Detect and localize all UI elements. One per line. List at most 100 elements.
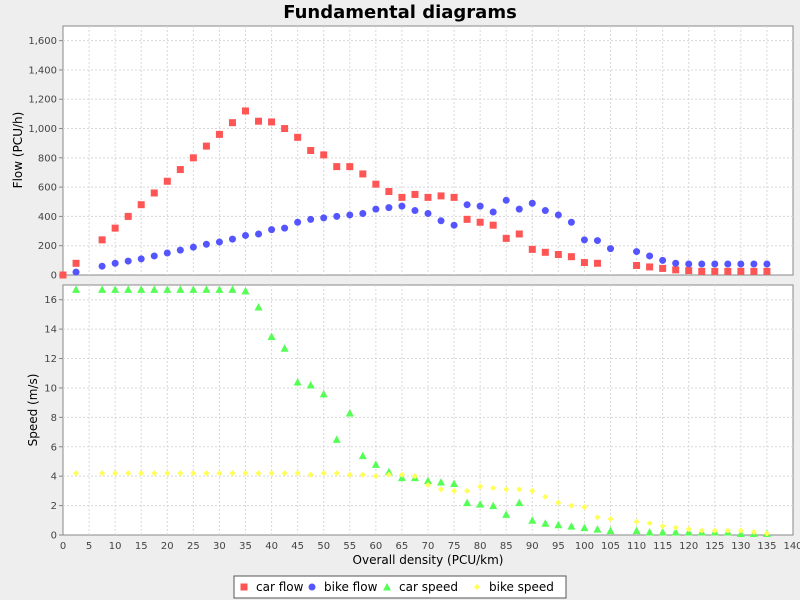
bike-speed-point (451, 487, 458, 494)
flow-data-points (59, 107, 771, 279)
bike-speed-point (242, 470, 249, 477)
car-speed-point (567, 522, 576, 530)
car-speed-point (671, 528, 680, 536)
car-speed-point (645, 528, 654, 536)
car-flow-point (372, 180, 380, 188)
bike-speed-point (346, 471, 353, 478)
y-tick-label: 6 (51, 442, 57, 453)
bike-flow-point (333, 212, 341, 220)
car-speed-point (241, 286, 250, 295)
bike-speed-point (281, 470, 288, 477)
x-tick-label: 130 (731, 541, 750, 552)
bike-flow-point (268, 226, 276, 234)
x-tick-label: 35 (239, 541, 252, 552)
bike-speed-point (503, 486, 510, 493)
y-tick-label: 8 (51, 413, 57, 424)
car-flow-point (450, 193, 458, 201)
bike-flow-point (737, 260, 745, 268)
car-flow-point (659, 264, 667, 272)
flow-y-tick-labels: 0 200 400 600 800 1,000 1,200 1,400 1,600 (28, 36, 63, 282)
bike-flow-point (359, 209, 367, 217)
car-speed-point (502, 510, 511, 518)
bike-flow-point (215, 238, 223, 246)
bike-speed-series (73, 470, 770, 537)
car-flow-point (763, 267, 771, 275)
y-tick-label: 800 (38, 153, 57, 164)
y-tick-label: 0 (51, 531, 57, 542)
car-flow-point (672, 266, 680, 274)
bike-speed-point (581, 504, 588, 511)
bike-flow-point (294, 218, 302, 226)
bike-speed-point (672, 524, 679, 531)
bike-speed-point (255, 470, 262, 477)
car-speed-point (228, 285, 237, 293)
car-flow-point (255, 117, 263, 125)
car-flow-point (281, 125, 289, 133)
car-flow-point (437, 192, 445, 200)
bike-flow-point (437, 217, 445, 225)
bike-speed-point (229, 470, 236, 477)
bike-speed-point (659, 523, 666, 530)
bike-flow-point (255, 230, 263, 238)
legend-box (233, 575, 567, 599)
bike-speed-point (516, 486, 523, 493)
car-flow-series (59, 107, 771, 279)
y-tick-label: 4 (51, 472, 57, 483)
bike-speed-point (464, 487, 471, 494)
car-flow-point (268, 118, 276, 126)
x-axis-label: Overall density (PCU/km) (353, 553, 504, 567)
bike-flow-point (385, 204, 393, 212)
legend-marker-bike-speed (474, 584, 480, 590)
car-speed-point (476, 500, 485, 508)
car-flow-point (163, 177, 171, 185)
car-flow-point (698, 267, 706, 275)
x-tick-label: 95 (552, 541, 565, 552)
x-tick-label: 10 (109, 541, 122, 552)
car-flow-point (489, 221, 497, 229)
bike-flow-point (398, 202, 406, 210)
x-tick-label: 40 (265, 541, 278, 552)
x-tick-label: 110 (627, 541, 646, 552)
car-speed-point (150, 285, 159, 293)
x-tick-label: 85 (500, 541, 513, 552)
car-flow-point (633, 261, 641, 269)
bike-flow-point (554, 211, 562, 219)
legend-item-bike-flow: bike flow (308, 580, 378, 594)
car-flow-point (737, 267, 745, 275)
x-tick-label: 30 (213, 541, 226, 552)
bike-speed-point (112, 470, 119, 477)
x-tick-label: 115 (653, 541, 672, 552)
bike-flow-point (372, 205, 380, 213)
car-flow-point (502, 234, 510, 242)
car-flow-point (685, 267, 693, 275)
car-speed-point (371, 460, 380, 468)
car-speed-point (319, 389, 328, 398)
car-speed-point (437, 478, 446, 486)
bike-flow-point (659, 256, 667, 264)
car-flow-point (111, 224, 119, 232)
bike-speed-point (737, 527, 744, 534)
bike-speed-point (73, 470, 80, 477)
bike-flow-point (515, 205, 523, 213)
bike-speed-point (724, 527, 731, 534)
bike-speed-point (438, 486, 445, 493)
bike-speed-point (555, 499, 562, 506)
car-flow-point (228, 119, 236, 127)
bike-speed-point (633, 518, 640, 525)
bike-flow-point (672, 259, 680, 267)
car-speed-point (450, 479, 459, 488)
y-tick-label: 12 (44, 354, 57, 365)
bike-speed-point (190, 470, 197, 477)
car-flow-point (554, 250, 562, 258)
x-tick-label: 125 (705, 541, 724, 552)
y-tick-label: 1,400 (28, 65, 57, 76)
car-flow-point (72, 259, 80, 267)
car-speed-point (306, 381, 315, 389)
bike-flow-point (633, 248, 641, 256)
speed-gridlines (63, 285, 793, 535)
x-tick-label: 0 (60, 541, 66, 552)
x-tick-label: 100 (575, 541, 594, 552)
car-speed-point (580, 523, 589, 532)
x-tick-label: 55 (343, 541, 356, 552)
